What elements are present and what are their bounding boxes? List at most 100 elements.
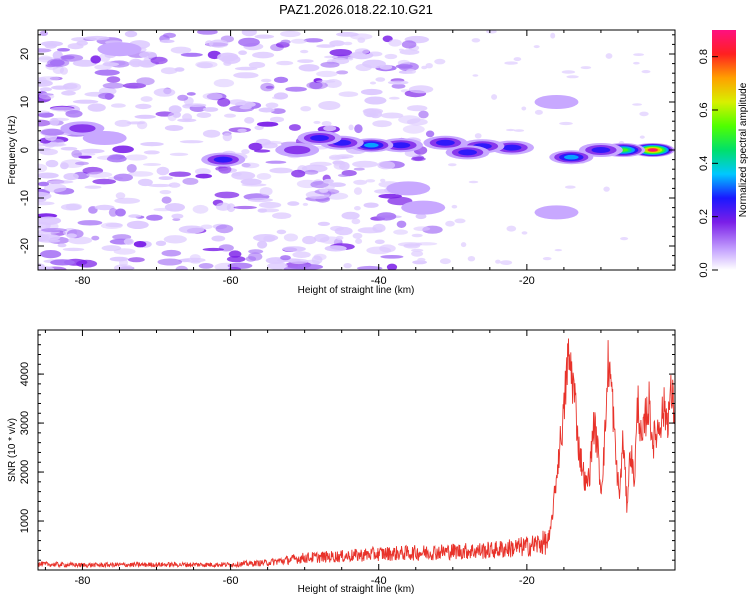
spectrogram-noise-blob xyxy=(324,55,338,59)
x-tick-label: -80 xyxy=(74,275,90,287)
spectrogram-noise-blob xyxy=(128,171,154,177)
spectrogram-noise-blob xyxy=(351,218,361,225)
spectrogram-noise-blob xyxy=(633,53,645,56)
spectrogram-noise-blob xyxy=(202,107,219,112)
spectrogram-noise-blob xyxy=(228,250,242,258)
colorbar-tick-label: 0.8 xyxy=(698,49,710,64)
spectrogram-contour xyxy=(534,95,579,109)
spectrogram-noise-blob xyxy=(106,76,121,83)
spectrogram-noise-blob xyxy=(202,92,223,100)
spectrogram-noise-blob xyxy=(388,96,400,100)
spectrogram-noise-blob xyxy=(140,142,164,147)
y-tick-label: -20 xyxy=(19,238,31,254)
spectrogram-noise-blob xyxy=(285,86,307,92)
spectrogram-noise-blob xyxy=(319,188,329,193)
spectrogram-noise-blob xyxy=(41,228,67,233)
spectrogram-noise-blob xyxy=(328,154,342,161)
spectrogram-noise-blob xyxy=(41,41,63,47)
spectrogram-noise-blob xyxy=(323,178,334,184)
spectrogram-noise-blob xyxy=(321,121,332,127)
spectrogram-y-axis-label: Frequency (Hz) xyxy=(7,116,18,185)
spectrogram-noise-blob xyxy=(179,140,204,144)
spectrogram-noise-blob xyxy=(406,118,428,126)
spectrogram-noise-blob xyxy=(114,197,141,204)
colorbar: 0.0 0.2 0.4 0.6 0.8 Normalized spectral ampl… xyxy=(698,30,749,278)
spectrogram-noise-blob xyxy=(291,169,306,178)
spectrogram-noise-blob xyxy=(318,101,341,110)
spectrogram-noise-blob xyxy=(341,211,360,220)
spectrogram-noise-blob xyxy=(79,148,105,154)
spectrogram-noise-blob xyxy=(396,220,407,228)
spectrogram-noise-blob xyxy=(328,182,346,187)
spectrogram-noise-blob xyxy=(451,204,458,209)
spectrogram-noise-blob xyxy=(168,182,181,188)
spectrogram-noise-blob xyxy=(248,142,263,151)
spectrogram-noise-blob xyxy=(353,187,363,195)
spectrogram-noise-blob xyxy=(639,135,645,139)
spectrogram-noise-blob xyxy=(280,30,301,38)
spectrogram-noise-blob xyxy=(50,259,75,266)
spectrogram-noise-blob xyxy=(196,62,213,69)
spectrogram-contour xyxy=(69,124,96,133)
spectrogram-noise-blob xyxy=(521,231,528,235)
spectrogram-noise-blob xyxy=(372,120,392,128)
spectrogram-noise-blob xyxy=(261,142,278,149)
spectrogram-noise-blob xyxy=(354,206,361,211)
spectrogram-noise-blob xyxy=(197,30,218,35)
spectrogram-noise-blob xyxy=(189,254,201,262)
spectrogram-noise-blob xyxy=(395,64,413,69)
spectrogram-noise-blob xyxy=(445,220,455,227)
spectrogram-noise-blob xyxy=(605,53,613,59)
x-tick-label: -20 xyxy=(519,275,535,287)
spectrogram-noise-blob xyxy=(384,53,398,60)
spectrogram-noise-blob xyxy=(393,229,408,235)
spectrogram-noise-blob xyxy=(302,202,309,206)
spectrogram-noise-blob xyxy=(239,105,252,110)
spectrogram-feature xyxy=(386,181,431,196)
spectrogram-noise-blob xyxy=(378,193,403,199)
spectrogram-noise-blob xyxy=(334,226,353,236)
spectrogram-noise-blob xyxy=(248,61,266,69)
spectrogram-noise-blob xyxy=(50,106,75,112)
spectrogram-noise-blob xyxy=(375,77,386,82)
spectrogram-noise-blob xyxy=(387,80,409,85)
spectrogram-noise-blob xyxy=(495,259,501,264)
spectrogram-noise-blob xyxy=(554,249,563,252)
spectrogram-noise-blob xyxy=(248,249,264,254)
spectrogram-noise-blob xyxy=(146,214,163,221)
spectrogram-noise-blob xyxy=(566,75,579,79)
colorbar-tick-label: 0.2 xyxy=(698,209,710,224)
spectrogram-noise-blob xyxy=(45,159,59,168)
spectrogram-noise-blob xyxy=(273,76,289,83)
spectrogram-noise-blob xyxy=(561,70,576,74)
spectrogram-noise-blob xyxy=(267,262,288,270)
spectrogram-noise-blob xyxy=(65,110,83,118)
spectrogram-noise-blob xyxy=(620,237,629,241)
spectrogram-noise-blob xyxy=(265,102,279,109)
spectrogram-noise-blob xyxy=(63,83,78,90)
spectrogram-noise-blob xyxy=(78,155,92,159)
spectrogram-noise-blob xyxy=(380,112,404,119)
spectrogram-noise-blob xyxy=(276,60,294,66)
spectrogram-noise-blob xyxy=(336,70,349,75)
spectrogram-noise-blob xyxy=(298,64,320,72)
spectrogram-noise-blob xyxy=(289,258,309,265)
spectrogram-noise-blob xyxy=(280,255,291,261)
spectrogram-noise-blob xyxy=(357,37,366,43)
spectrogram-noise-blob xyxy=(84,185,102,189)
spectrogram-noise-blob xyxy=(200,224,213,230)
spectrogram-noise-blob xyxy=(231,172,242,177)
spectrogram-noise-blob xyxy=(486,30,497,34)
spectrogram-noise-blob xyxy=(413,226,431,231)
spectrogram-noise-blob xyxy=(115,208,126,217)
spectrogram-noise-blob xyxy=(38,197,47,203)
spectrogram-noise-blob xyxy=(260,82,275,92)
spectrogram-noise-blob xyxy=(380,254,404,259)
spectrogram-noise-blob xyxy=(398,48,404,51)
spectrogram-noise-blob xyxy=(156,166,170,176)
spectrogram-noise-blob xyxy=(273,92,289,100)
spectrogram-noise-blob xyxy=(474,133,482,139)
snr-x-axis-label: Height of straight line (km) xyxy=(298,584,415,595)
spectrogram-noise-blob xyxy=(360,88,383,96)
spectrogram-feature xyxy=(60,121,105,136)
